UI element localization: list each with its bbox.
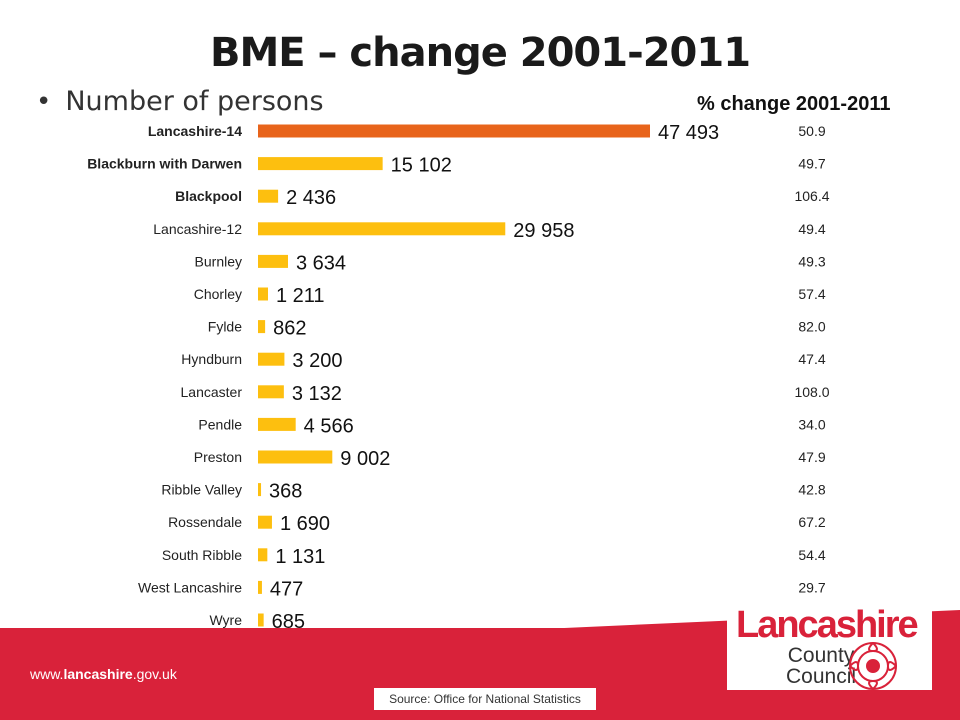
bar	[258, 515, 272, 529]
value-label: 3 634	[296, 252, 346, 274]
bar	[258, 157, 383, 171]
value-label: 477	[270, 578, 303, 600]
pct-change-value: 47.4	[798, 351, 825, 367]
bullet: •	[36, 87, 52, 117]
value-label: 4 566	[304, 415, 354, 437]
url-suffix: .gov.uk	[132, 666, 177, 682]
value-label: 2 436	[286, 187, 336, 209]
category-label: Lancaster	[181, 384, 243, 400]
logo-wordmark: Lancashire	[736, 604, 919, 646]
pct-change-value: 54.4	[798, 547, 825, 563]
value-label: 1 211	[276, 285, 325, 307]
bar	[258, 548, 268, 562]
logo	[727, 598, 932, 690]
bar	[258, 613, 264, 627]
category-label: Blackpool	[175, 188, 242, 204]
logo-subtitle: County Council	[786, 645, 856, 687]
value-label: 15 102	[391, 155, 452, 177]
value-label: 29 958	[513, 220, 574, 242]
logo-line-2: Council	[786, 665, 857, 688]
category-label: Blackburn with Darwen	[87, 156, 242, 172]
pct-change-value: 108.0	[794, 384, 829, 400]
bar	[258, 483, 262, 497]
subtitle-text: Number of persons	[65, 86, 324, 117]
pct-change-header: % change 2001-2011	[697, 93, 891, 115]
value-label: 47 493	[658, 122, 719, 144]
value-label: 9 002	[340, 448, 390, 470]
subtitle: • Number of persons	[36, 86, 324, 117]
pct-change-value: 29.7	[798, 579, 825, 595]
pct-change-value: 49.4	[798, 221, 825, 237]
website-link[interactable]: www.lancashire.gov.uk	[30, 666, 177, 682]
category-label: Chorley	[194, 286, 242, 302]
page-title: BME – change 2001-2011	[209, 30, 751, 76]
url-bold: lancashire	[63, 666, 133, 682]
bar	[258, 352, 285, 366]
value-label: 862	[273, 318, 306, 340]
value-label: 368	[269, 481, 302, 503]
value-label: 1 131	[275, 546, 325, 568]
value-label: 3 132	[292, 383, 342, 405]
pct-change-value: 67.2	[798, 514, 825, 530]
pct-change-value: 49.3	[798, 253, 825, 269]
bar	[258, 124, 650, 138]
value-label: 685	[272, 611, 305, 630]
category-label: Preston	[194, 449, 242, 465]
pct-change-value: 42.8	[798, 482, 825, 498]
pct-change-value: 57.4	[798, 286, 825, 302]
value-label: 3 200	[292, 350, 342, 372]
source-note: Source: Office for National Statistics	[374, 688, 596, 710]
pct-change-value: 106.4	[794, 188, 829, 204]
category-label: Lancashire-12	[153, 221, 242, 237]
bar	[258, 417, 296, 431]
bar	[258, 189, 279, 203]
bar	[258, 222, 506, 236]
pct-change-value: 50.9	[798, 123, 825, 139]
category-label: Ribble Valley	[161, 482, 242, 498]
url-prefix: www.	[30, 666, 64, 682]
category-label: Wyre	[209, 612, 242, 628]
category-label: Rossendale	[168, 514, 242, 530]
pct-change-value: 82.0	[798, 319, 825, 335]
category-label: Pendle	[198, 416, 242, 432]
category-label: South Ribble	[162, 547, 242, 563]
pct-change-value: 49.7	[798, 156, 825, 172]
bar	[258, 580, 262, 594]
bar-chart: Lancashire-14 47 493 50.9 Blackburn with Da…	[87, 122, 830, 630]
category-label: Hyndburn	[181, 351, 242, 367]
category-label: Lancashire-14	[148, 123, 242, 139]
category-label: Fylde	[208, 319, 242, 335]
category-label: West Lancashire	[138, 579, 242, 595]
category-label: Burnley	[195, 253, 242, 269]
logo-line-1: County	[787, 644, 855, 667]
bar	[258, 287, 268, 301]
bar	[258, 254, 288, 268]
value-label: 1 690	[280, 513, 330, 535]
bar	[258, 385, 284, 399]
bar	[258, 320, 266, 334]
pct-change-value: 34.0	[798, 416, 825, 432]
bar	[258, 450, 333, 464]
red-rose-icon	[849, 642, 897, 690]
pct-change-value: 47.9	[798, 449, 825, 465]
